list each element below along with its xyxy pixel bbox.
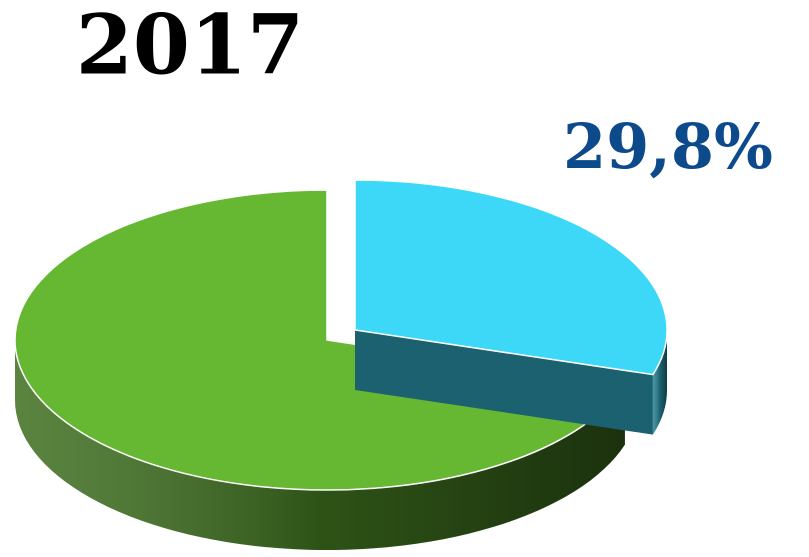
slice-face [355,330,653,435]
slice-side-shade [14,340,625,551]
slice-side-shade [652,330,668,435]
chart-title: 2017 [76,0,304,93]
slice [354,179,668,376]
slice [14,189,627,491]
data-label: 29,8% [563,110,773,183]
